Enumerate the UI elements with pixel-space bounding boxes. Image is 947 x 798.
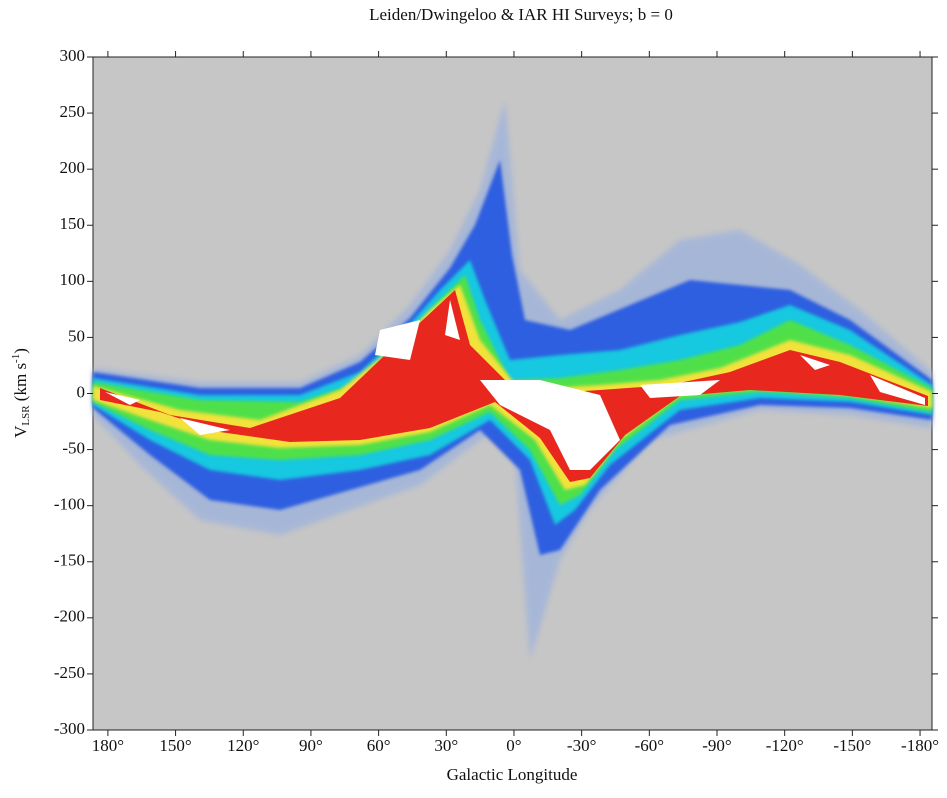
y-label-sub: LSR (20, 405, 32, 426)
x-axis-label: Galactic Longitude (447, 765, 578, 784)
y-tick-label: -200 (54, 607, 85, 626)
y-axis-label: VLSR (km s-1) (10, 348, 32, 438)
x-tick-label: 0° (506, 736, 521, 755)
x-tick-label: -120° (766, 736, 804, 755)
emission (93, 100, 932, 660)
x-tick-label: 180° (92, 736, 124, 755)
x-tick-label: 120° (227, 736, 259, 755)
y-tick-label: -50 (62, 438, 85, 457)
x-tick-label: -150° (833, 736, 871, 755)
x-tick-label: -180° (901, 736, 939, 755)
y-tick-label: 250 (60, 102, 86, 121)
y-tick-label: -100 (54, 495, 85, 514)
y-label-unit: (km s (11, 363, 30, 406)
y-label-close: ) (11, 348, 30, 354)
x-tick-label: 60° (367, 736, 391, 755)
chart-title: Leiden/Dwingeloo & IAR HI Surveys; b = 0 (369, 5, 673, 24)
y-tick-label: -250 (54, 663, 85, 682)
y-tick-label: -300 (54, 719, 85, 738)
y-tick-label: 50 (68, 326, 85, 345)
x-tick-label: 90° (299, 736, 323, 755)
x-tick-label: -90° (702, 736, 731, 755)
y-tick-label: -150 (54, 551, 85, 570)
x-tick-label: 30° (434, 736, 458, 755)
x-tick-label: -30° (567, 736, 596, 755)
y-tick-label: 200 (60, 158, 86, 177)
x-tick-label: 150° (159, 736, 191, 755)
y-label-main: V (11, 425, 30, 438)
y-tick-label: 0 (77, 382, 86, 401)
y-tick-label: 150 (60, 214, 86, 233)
y-label-sup: -1 (10, 354, 22, 363)
y-tick-label: 100 (60, 270, 86, 289)
x-tick-label: -60° (635, 736, 664, 755)
y-tick-label: 300 (60, 46, 86, 65)
